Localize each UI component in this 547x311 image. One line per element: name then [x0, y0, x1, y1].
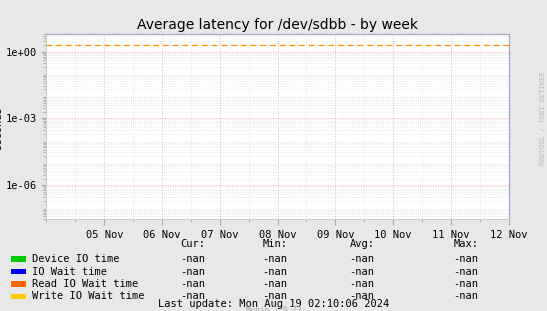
Text: Munin 2.0.73: Munin 2.0.73: [246, 305, 301, 311]
Text: -nan: -nan: [350, 267, 375, 276]
Text: Last update: Mon Aug 19 02:10:06 2024: Last update: Mon Aug 19 02:10:06 2024: [158, 299, 389, 309]
Text: Min:: Min:: [262, 239, 287, 249]
Text: -nan: -nan: [453, 267, 479, 276]
Text: -nan: -nan: [262, 291, 287, 301]
Text: -nan: -nan: [453, 254, 479, 264]
Text: -nan: -nan: [453, 279, 479, 289]
Text: -nan: -nan: [180, 279, 205, 289]
Text: -nan: -nan: [350, 254, 375, 264]
Text: Avg:: Avg:: [350, 239, 375, 249]
Title: Average latency for /dev/sdbb - by week: Average latency for /dev/sdbb - by week: [137, 18, 418, 32]
Text: Cur:: Cur:: [180, 239, 205, 249]
Text: -nan: -nan: [350, 291, 375, 301]
Text: Read IO Wait time: Read IO Wait time: [32, 279, 138, 289]
Text: Device IO time: Device IO time: [32, 254, 119, 264]
Y-axis label: seconds: seconds: [0, 105, 3, 149]
Text: -nan: -nan: [180, 291, 205, 301]
Text: -nan: -nan: [453, 291, 479, 301]
Text: -nan: -nan: [262, 279, 287, 289]
Text: Write IO Wait time: Write IO Wait time: [32, 291, 144, 301]
Text: -nan: -nan: [180, 254, 205, 264]
Text: -nan: -nan: [262, 254, 287, 264]
Text: Max:: Max:: [453, 239, 479, 249]
Text: IO Wait time: IO Wait time: [32, 267, 107, 276]
Text: RRDTOOL / TOBI OETIKER: RRDTOOL / TOBI OETIKER: [540, 72, 546, 165]
Text: -nan: -nan: [350, 279, 375, 289]
Text: -nan: -nan: [262, 267, 287, 276]
Text: -nan: -nan: [180, 267, 205, 276]
